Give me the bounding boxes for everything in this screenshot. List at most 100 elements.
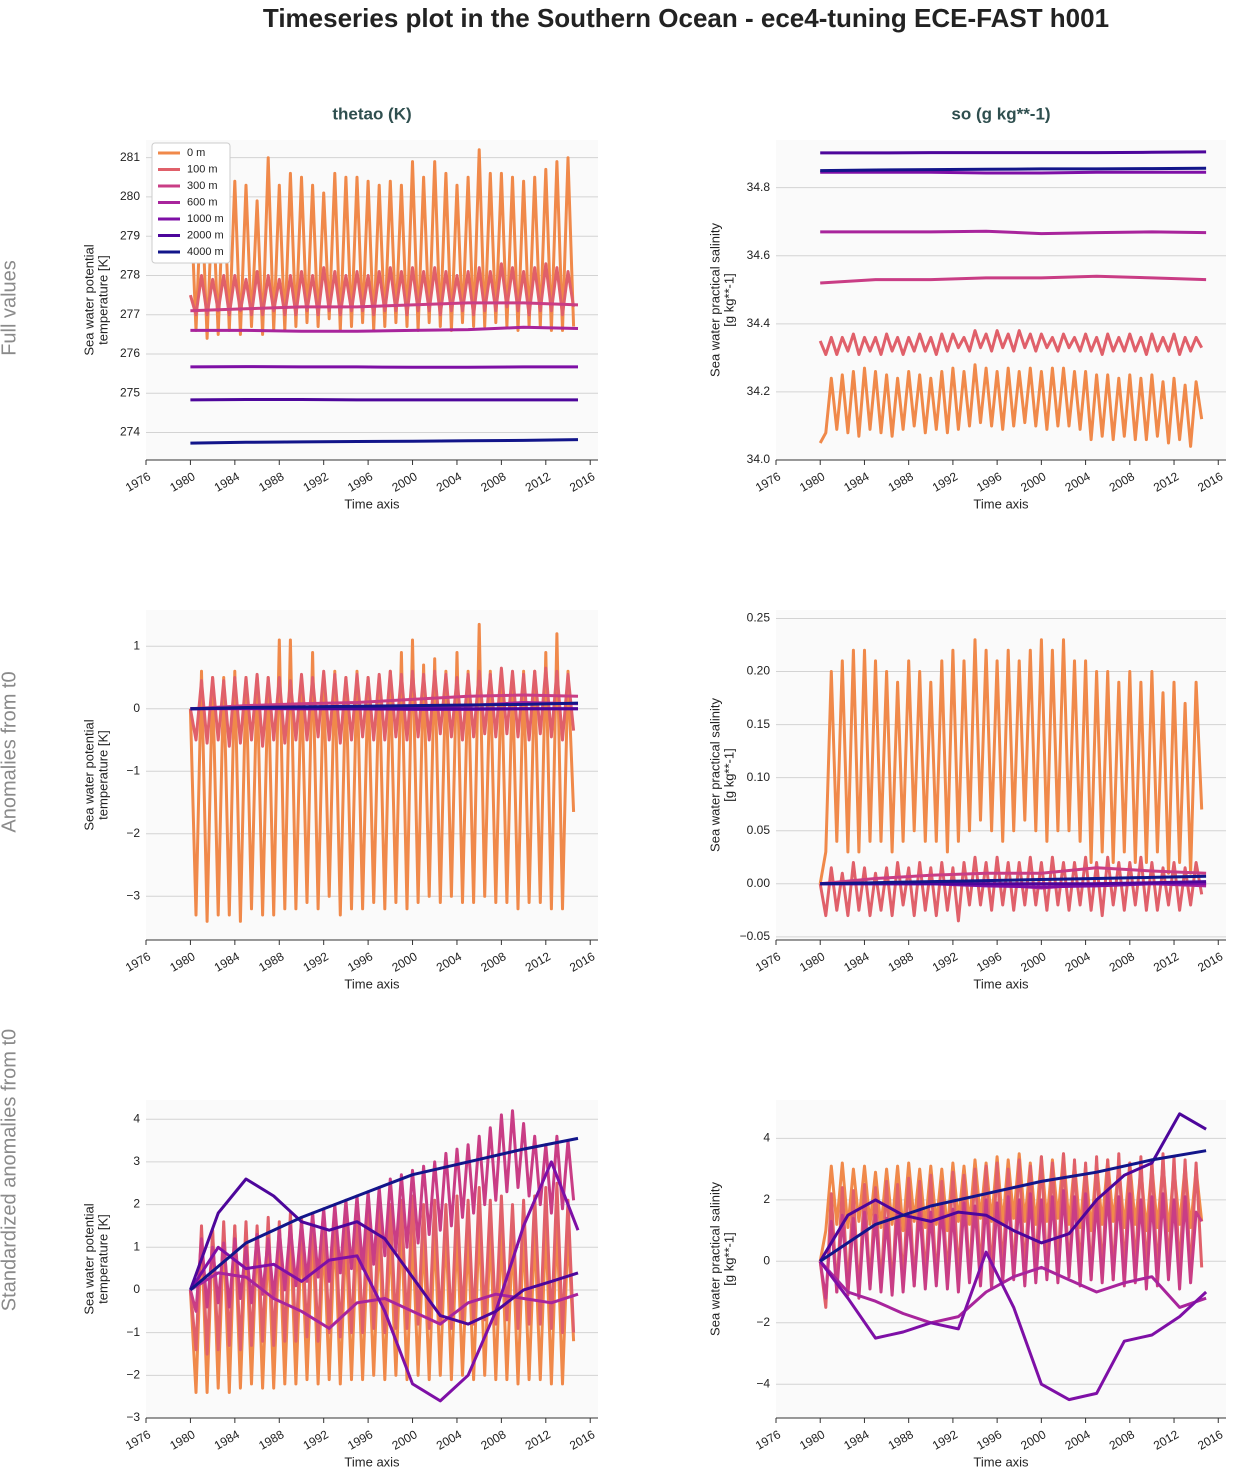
y-tick-label: 3	[133, 1154, 140, 1168]
x-tick-label: 2016	[567, 1427, 597, 1453]
series-line	[820, 150, 1207, 155]
x-tick-label: 2008	[1107, 1427, 1137, 1453]
x-tick-label: 1992	[301, 469, 331, 495]
x-tick-label: 2004	[434, 469, 464, 495]
y-tick-label: 4	[763, 1131, 770, 1145]
y-tick-label: 0	[133, 1282, 140, 1296]
series-line	[820, 274, 1207, 285]
x-tick-label: 2016	[567, 949, 597, 975]
y-tick-label: 34.0	[747, 452, 771, 466]
x-tick-label: 2008	[1107, 469, 1137, 495]
x-axis-label: Time axis	[973, 496, 1029, 511]
series-line	[820, 170, 1207, 175]
series-line	[820, 166, 1207, 173]
x-tick-label: 1976	[753, 949, 783, 975]
x-tick-label: 1996	[345, 949, 375, 975]
x-tick-label: 1976	[123, 469, 153, 495]
y-tick-label: 280	[120, 189, 140, 203]
x-tick-label: 1992	[930, 1427, 960, 1453]
y-tick-label: 276	[120, 346, 140, 360]
x-tick-label: 2016	[1195, 469, 1225, 495]
x-tick-label: 1992	[301, 1427, 331, 1453]
series-line	[818, 329, 1204, 356]
y-tick-label: −4	[756, 1376, 770, 1390]
x-tick-label: 1988	[256, 469, 286, 495]
y-tick-label: −2	[756, 1315, 770, 1329]
y-axis-label: Sea water potential	[81, 1203, 96, 1314]
y-tick-label: 0	[763, 1253, 770, 1267]
series-line	[190, 325, 579, 333]
x-tick-label: 2004	[1063, 949, 1093, 975]
x-tick-label: 2000	[1018, 949, 1048, 975]
y-tick-label: −3	[126, 888, 140, 902]
x-tick-label: 2000	[1018, 469, 1048, 495]
y-tick-label: 0.25	[747, 611, 771, 625]
x-axis-label: Time axis	[973, 976, 1029, 991]
x-tick-label: 1984	[841, 949, 871, 975]
y-tick-label: −0.05	[740, 929, 771, 943]
x-tick-label: 1984	[212, 949, 242, 975]
x-tick-label: 1976	[123, 1427, 153, 1453]
legend-label: 300 m	[187, 180, 218, 192]
y-tick-label: 34.6	[747, 248, 771, 262]
x-tick-label: 2004	[434, 949, 464, 975]
series-line	[188, 622, 576, 923]
x-tick-label: 2004	[1063, 1427, 1093, 1453]
series-line	[819, 1149, 1207, 1263]
series-line	[818, 1112, 1207, 1263]
y-tick-label: 1	[133, 638, 140, 652]
y-tick-label: 275	[120, 385, 140, 399]
y-tick-label: 281	[120, 150, 140, 164]
row-label: Full values	[0, 260, 20, 356]
y-tick-label: 34.4	[747, 316, 771, 330]
x-tick-label: 1988	[886, 469, 916, 495]
series-line	[188, 262, 576, 317]
x-tick-label: 1984	[212, 469, 242, 495]
legend-label: 1000 m	[187, 213, 224, 225]
x-tick-label: 2012	[523, 1427, 553, 1453]
x-tick-label: 2008	[478, 469, 508, 495]
x-tick-label: 2008	[1107, 949, 1137, 975]
x-tick-label: 1996	[345, 469, 375, 495]
y-axis-label: Sea water practical salinity	[707, 698, 722, 852]
x-tick-label: 1976	[123, 949, 153, 975]
row-label: Anomalies from t0	[0, 671, 20, 832]
x-tick-label: 1996	[974, 949, 1004, 975]
y-tick-label: −3	[126, 1410, 140, 1424]
x-tick-label: 1976	[753, 1427, 783, 1453]
y-tick-label: −1	[126, 1325, 140, 1339]
x-tick-label: 1984	[841, 469, 871, 495]
x-tick-label: 1980	[797, 1427, 827, 1453]
x-tick-label: 2012	[1151, 1427, 1181, 1453]
x-tick-label: 2016	[567, 469, 597, 495]
y-tick-label: 0.00	[747, 876, 771, 890]
x-tick-label: 1988	[886, 1427, 916, 1453]
y-tick-label: −2	[126, 826, 140, 840]
x-tick-label: 1996	[974, 469, 1004, 495]
x-tick-label: 2016	[1195, 1427, 1225, 1453]
x-tick-label: 2000	[389, 949, 419, 975]
x-tick-label: 1996	[974, 1427, 1004, 1453]
y-axis-label: Sea water potential	[81, 719, 96, 830]
y-tick-label: 0	[133, 701, 140, 715]
x-tick-label: 1984	[212, 1427, 242, 1453]
y-axis-label: [g kg**-1]	[721, 748, 736, 801]
y-tick-label: 2	[133, 1197, 140, 1211]
y-tick-label: 277	[120, 307, 140, 321]
y-tick-label: 278	[120, 268, 140, 282]
x-tick-label: 1984	[841, 1427, 871, 1453]
y-axis-label: Sea water practical salinity	[707, 223, 722, 377]
x-tick-label: 1976	[753, 469, 783, 495]
legend-label: 4000 m	[187, 246, 224, 258]
x-tick-label: 1980	[797, 949, 827, 975]
x-tick-label: 2012	[1151, 949, 1181, 975]
column-title: thetao (K)	[332, 104, 411, 123]
x-tick-label: 1996	[345, 1427, 375, 1453]
y-axis-label: Sea water potential	[81, 244, 96, 355]
x-tick-label: 1980	[167, 469, 197, 495]
row-label: Standardized anomalies from t0	[0, 1029, 20, 1311]
x-tick-label: 1988	[256, 1427, 286, 1453]
y-tick-label: −2	[126, 1367, 140, 1381]
x-tick-label: 1992	[930, 949, 960, 975]
